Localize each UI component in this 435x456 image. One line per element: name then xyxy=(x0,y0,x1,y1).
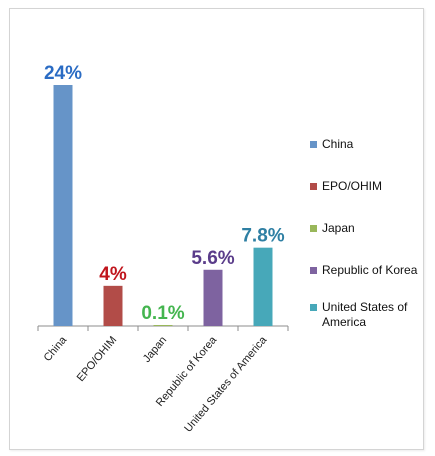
legend-item-united-states-of-america: United States of America xyxy=(310,300,422,330)
bar-china xyxy=(53,85,73,326)
bars-layer xyxy=(53,85,273,326)
legend-swatch-china xyxy=(310,141,317,148)
tick-label-china: China xyxy=(42,334,70,364)
bar-epo-ohim xyxy=(103,285,123,326)
legend-item-china: China xyxy=(310,137,422,152)
tick-label-epo-ohim: EPO/OHIM xyxy=(75,334,120,384)
bar-republic-of-korea xyxy=(203,269,223,326)
tick-label-japan: Japan xyxy=(141,334,169,365)
tick-label-united-states-of-america: United States of America xyxy=(182,334,270,435)
data-labels-layer: 24% 4% 0.1% 5.6% 7.8% xyxy=(44,63,285,324)
legend-item-epo-ohim: EPO/OHIM xyxy=(310,179,422,194)
bar-japan xyxy=(153,324,173,326)
legend-label-republic-of-korea: Republic of Korea xyxy=(322,263,418,277)
chart-frame: 24% 4% 0.1% 5.6% 7.8% China EPO/OHIM Japan Repu… xyxy=(9,8,424,450)
data-label-china: 24% xyxy=(44,63,82,84)
legend-item-republic-of-korea: Republic of Korea xyxy=(310,263,422,278)
legend-swatch-republic-of-korea xyxy=(310,267,317,274)
data-label-republic-of-korea: 5.6% xyxy=(191,248,234,269)
axis-layer xyxy=(37,325,289,331)
legend-label-united-states-of-america: United States of America xyxy=(322,300,408,329)
legend-item-japan: Japan xyxy=(310,221,422,236)
data-label-epo-ohim: 4% xyxy=(99,264,127,285)
bar-united-states-of-america xyxy=(253,247,273,326)
data-label-japan: 0.1% xyxy=(141,303,184,324)
bar-chart: 24%4%0.1%5.6%7.8% China EPO/OHIM JapanRepu… xyxy=(37,63,289,435)
data-label-united-states-of-america: 7.8% xyxy=(241,226,284,247)
legend-label-epo-ohim: EPO/OHIM xyxy=(322,179,383,193)
legend-swatch-united-states-of-america xyxy=(310,304,317,311)
legend-swatch-japan xyxy=(310,225,317,232)
legend-label-japan: Japan xyxy=(322,221,355,235)
legend-label-china: China xyxy=(322,137,354,151)
legend-swatch-epo-ohim xyxy=(310,183,317,190)
